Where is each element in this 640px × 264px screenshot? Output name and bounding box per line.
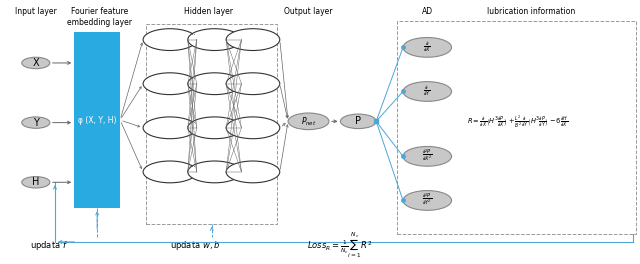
Text: $\frac{\partial^2 P}{\partial Y^2}$: $\frac{\partial^2 P}{\partial Y^2}$ (422, 192, 433, 209)
Circle shape (288, 113, 329, 130)
Text: Hidden layer: Hidden layer (184, 7, 233, 16)
Circle shape (188, 29, 241, 50)
Text: $R=\frac{\partial}{\partial X}\left(H^3\frac{\partial P}{\partial X}\right)+\fra: $R=\frac{\partial}{\partial X}\left(H^3\… (467, 115, 568, 131)
Circle shape (226, 29, 280, 50)
Circle shape (143, 161, 196, 183)
Text: ...: ... (189, 162, 196, 168)
Text: Input layer: Input layer (15, 7, 57, 16)
Text: $P_{net}$: $P_{net}$ (301, 115, 316, 128)
Text: Output layer: Output layer (284, 7, 333, 16)
Circle shape (22, 57, 50, 69)
Circle shape (188, 117, 241, 139)
Text: ...: ... (189, 118, 196, 124)
Text: $\frac{\partial}{\partial Y}$: $\frac{\partial}{\partial Y}$ (424, 85, 431, 98)
Text: φ (X, Y, H): φ (X, Y, H) (78, 116, 116, 125)
Text: lubrication information: lubrication information (486, 7, 575, 16)
Text: $Loss_R = \frac{1}{N_c}\sum_{i=1}^{N_c} R^2$: $Loss_R = \frac{1}{N_c}\sum_{i=1}^{N_c} … (307, 230, 372, 260)
Text: X: X (33, 58, 39, 68)
Bar (147, 24, 277, 224)
Circle shape (226, 117, 280, 139)
Circle shape (403, 82, 452, 101)
Text: $\frac{\partial}{\partial X}$: $\frac{\partial}{\partial X}$ (423, 41, 431, 54)
Text: P: P (355, 116, 362, 126)
Text: ...: ... (189, 74, 196, 80)
Circle shape (188, 73, 241, 95)
Text: H: H (32, 177, 40, 187)
Circle shape (143, 29, 196, 50)
Text: AD: AD (422, 7, 433, 16)
Text: Y: Y (33, 118, 39, 128)
Circle shape (403, 191, 452, 210)
Circle shape (143, 73, 196, 95)
Circle shape (22, 117, 50, 128)
Circle shape (226, 73, 280, 95)
Text: updata $w, b$: updata $w, b$ (170, 239, 221, 252)
Circle shape (188, 161, 241, 183)
Text: updata $f$: updata $f$ (29, 239, 68, 252)
Circle shape (226, 161, 280, 183)
Circle shape (340, 114, 376, 129)
Bar (397, 21, 636, 234)
Text: Fourier feature
embedding layer: Fourier feature embedding layer (67, 7, 132, 27)
Bar (74, 32, 120, 208)
Text: $\frac{\partial^2 P}{\partial X^2}$: $\frac{\partial^2 P}{\partial X^2}$ (422, 148, 433, 164)
Circle shape (143, 117, 196, 139)
Circle shape (22, 177, 50, 188)
Circle shape (403, 147, 452, 166)
Circle shape (403, 37, 452, 57)
Text: ...: ... (189, 30, 196, 36)
